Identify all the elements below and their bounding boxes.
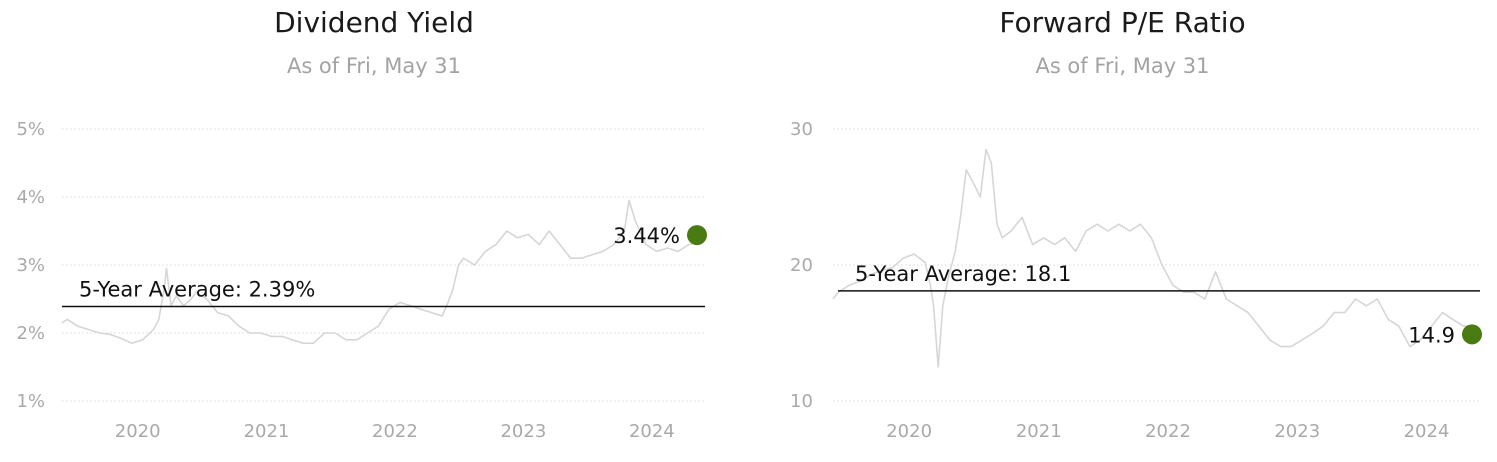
y-tick-label: 4%: [16, 187, 45, 208]
dividend-yield-chart: 1% 2% 3% 4% 5% 2020 2021 2022 2023 2024 5-Year Ave…: [16, 119, 707, 442]
x-tick-label: 2020: [886, 421, 932, 442]
forward-pe-panel: Forward P/E Ratio As of Fri, May 31 10 20…: [748, 0, 1497, 462]
y-tick-label: 5%: [16, 119, 45, 140]
x-tick-label: 2023: [500, 421, 546, 442]
series-line: [61, 199, 700, 345]
chart-title: Forward P/E Ratio: [999, 6, 1246, 39]
chart-subtitle: As of Fri, May 31: [1035, 54, 1210, 78]
x-tick-label: 2022: [372, 421, 418, 442]
y-tick-label: 20: [790, 255, 813, 276]
x-tick-label: 2024: [1404, 421, 1450, 442]
average-label: 5-Year Average: 2.39%: [79, 277, 315, 301]
y-tick-label: 2%: [16, 323, 45, 344]
y-tick-label: 30: [790, 119, 813, 140]
x-tick-label: 2024: [629, 421, 675, 442]
y-tick-label: 10: [790, 391, 813, 412]
y-tick-label: 3%: [16, 255, 45, 276]
x-tick-label: 2022: [1145, 421, 1191, 442]
chart-subtitle: As of Fri, May 31: [286, 54, 462, 78]
average-label: 5-Year Average: 18.1: [855, 262, 1071, 286]
x-tick-label: 2023: [1274, 421, 1320, 442]
x-tick-label: 2021: [244, 421, 290, 442]
last-value-dot: [1462, 324, 1482, 345]
chart-title: Dividend Yield: [274, 6, 474, 39]
forward-pe-chart: 10 20 30 2020 2021 2022 2023 2024 5-Year Average…: [790, 119, 1482, 442]
dividend-yield-panel: Dividend Yield As of Fri, May 31 1% 2% 3% 4…: [0, 0, 748, 462]
last-value-label: 14.9: [1408, 323, 1455, 347]
y-tick-label: 1%: [16, 391, 45, 412]
series-line: [832, 148, 1475, 368]
last-value-label: 3.44%: [613, 224, 680, 248]
x-tick-label: 2021: [1016, 421, 1062, 442]
last-value-dot: [687, 225, 707, 246]
x-tick-label: 2020: [115, 421, 161, 442]
